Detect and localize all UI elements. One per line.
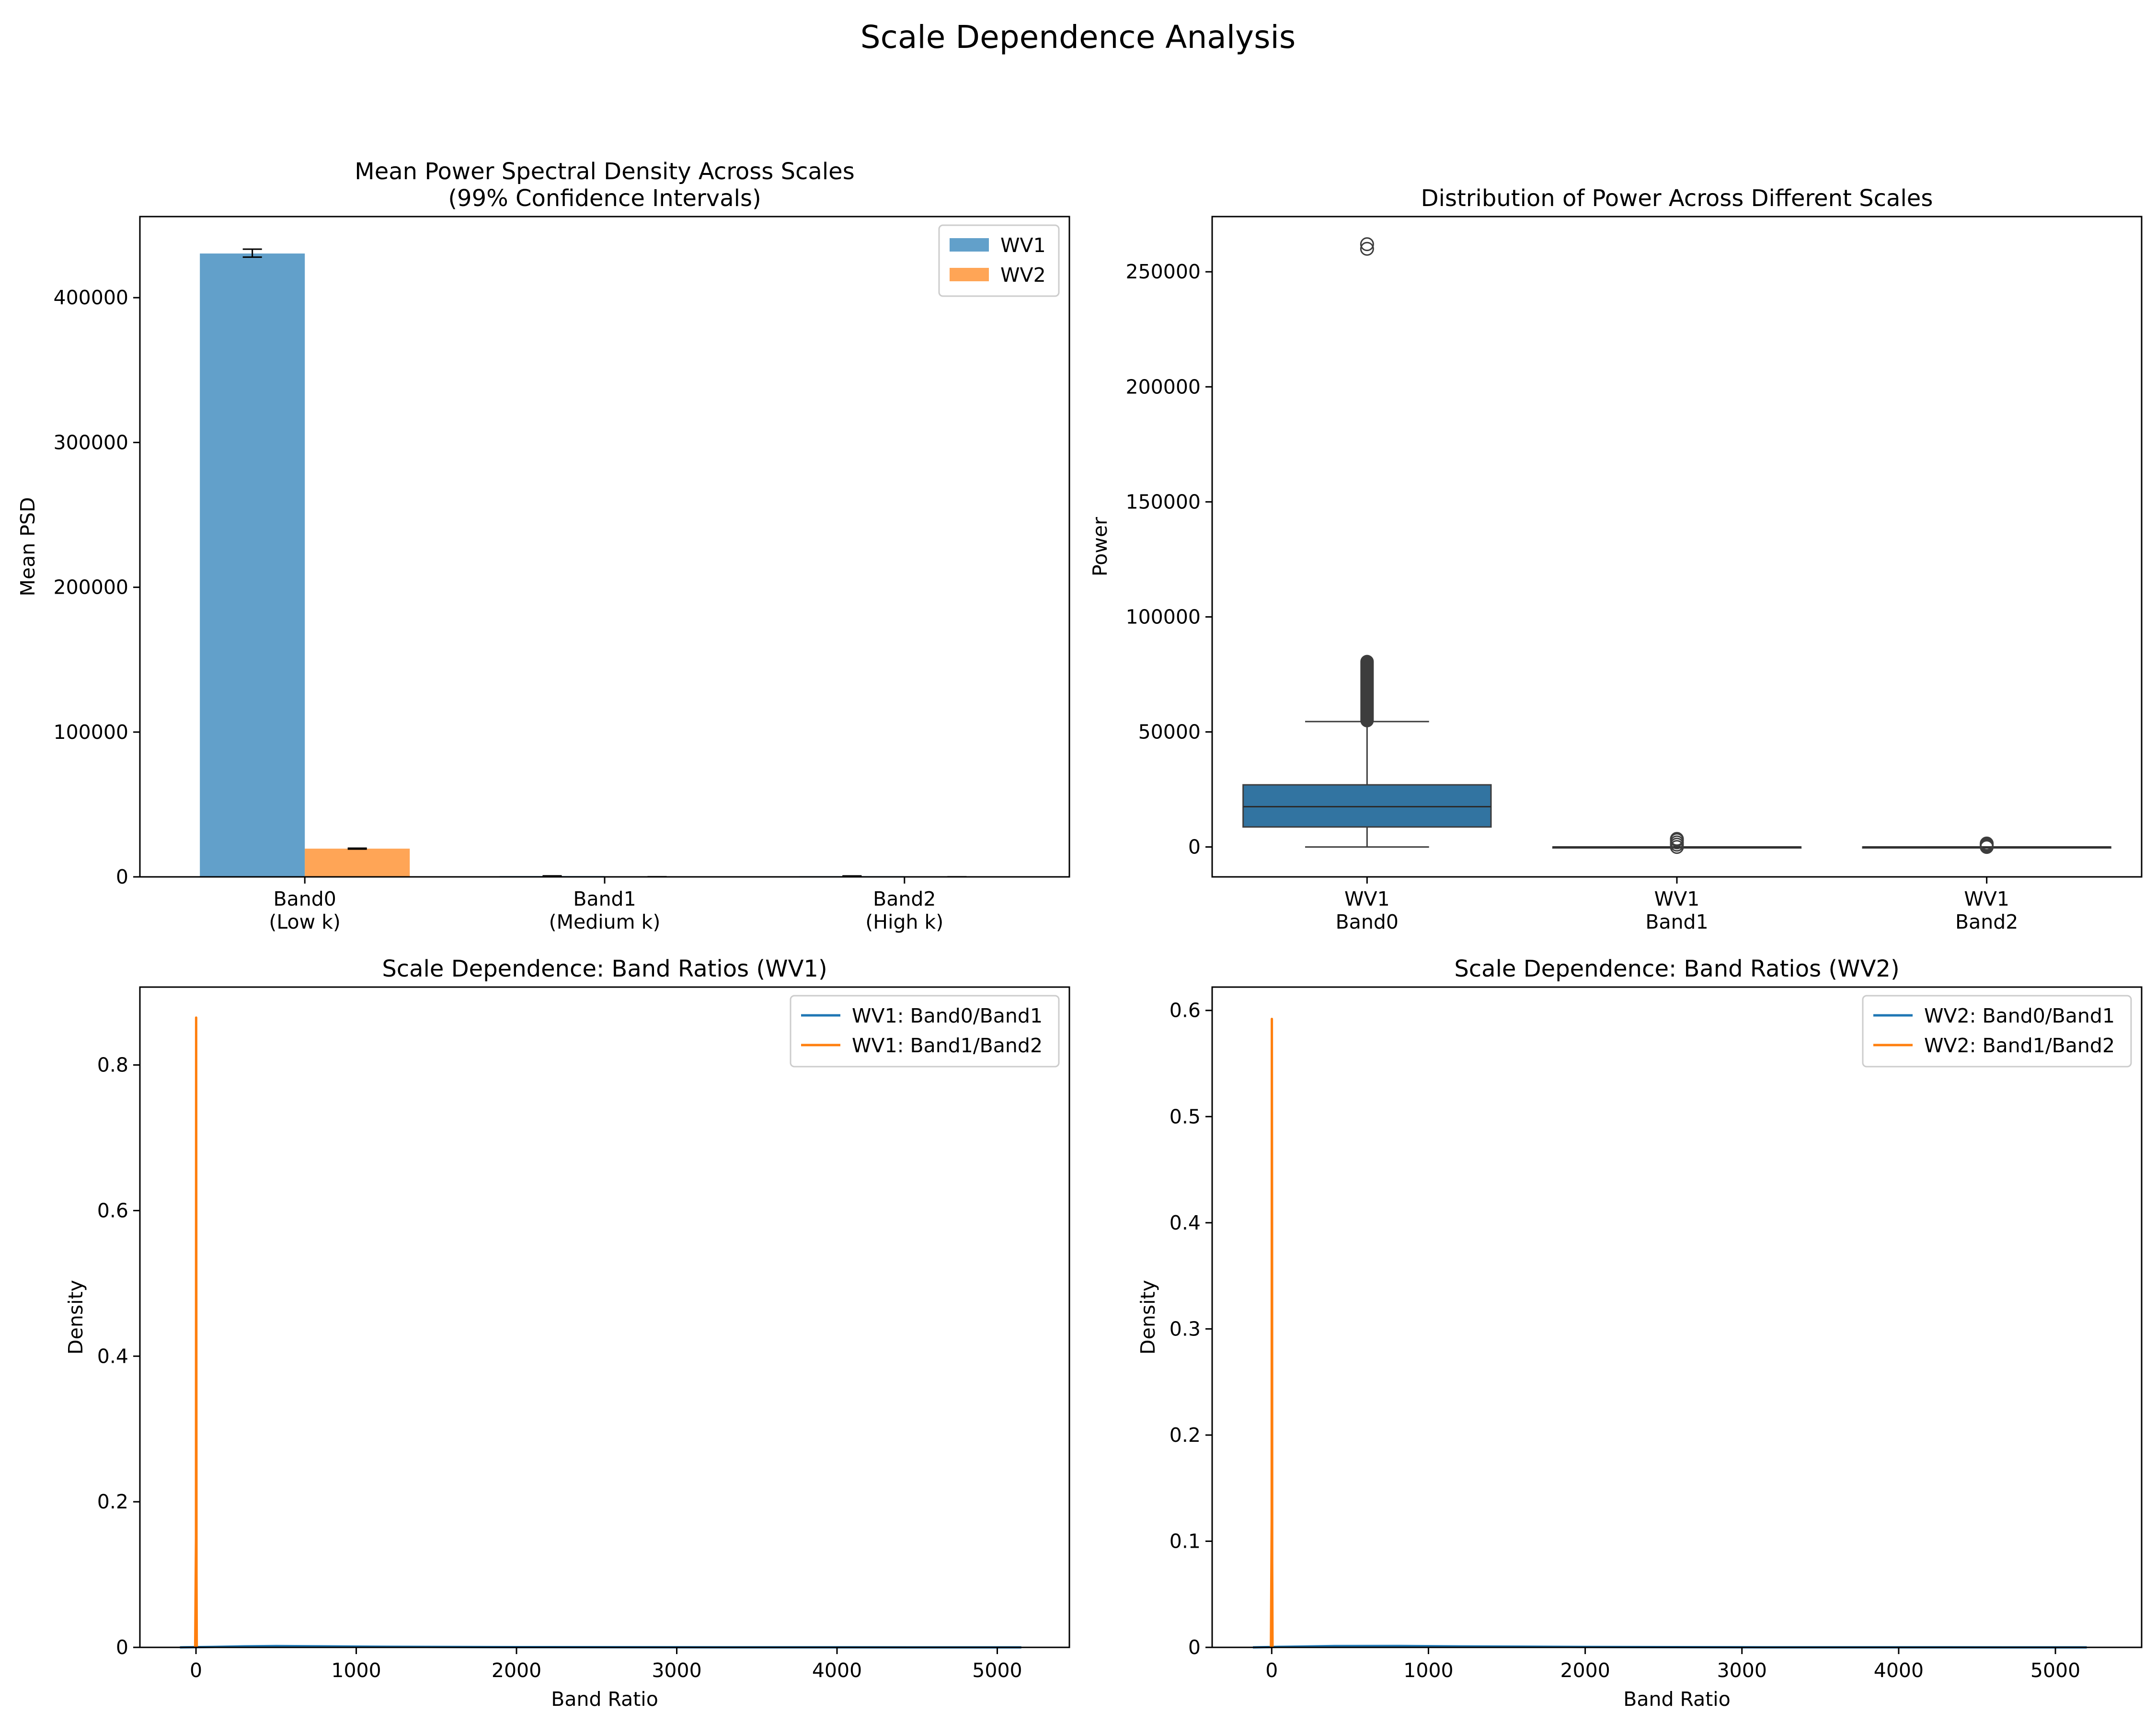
x-tick-label: 0 <box>1265 1659 1278 1682</box>
y-tick-label: 100000 <box>1125 605 1201 628</box>
legend-label: WV1: Band0/Band1 <box>852 1004 1043 1027</box>
mean-psd-bar-panel: 0 100000 200000 300000 400000 Mean PSD Mean Po… <box>16 158 1070 933</box>
outlier-cluster <box>1360 655 1374 727</box>
y-tick-label: 0.8 <box>97 1054 128 1077</box>
axes-frame <box>139 216 1070 878</box>
panel-title: Mean Power Spectral Density Across Scale… <box>355 158 854 185</box>
y-tick-label: 0.2 <box>1170 1424 1201 1447</box>
x-tick-label: 2000 <box>1560 1659 1610 1682</box>
power-boxplot-panel: 0 50000 100000 150000 200000 250000 Power Distr… <box>1089 185 2143 933</box>
x-tick-label: Band2 <box>873 887 936 910</box>
y-axis-label: Mean PSD <box>16 497 39 596</box>
y-tick-label: 0 <box>1188 1636 1201 1659</box>
x-tick-label: Band1 <box>1645 910 1708 933</box>
axes-frame <box>1211 216 2143 878</box>
bar-wv2 <box>305 849 410 877</box>
y-tick-label: 0.1 <box>1170 1530 1201 1552</box>
wv2-ratio-density-panel: 0 0.1 0.2 0.3 0.4 0.5 0.6 Density Band Ratio Scal… <box>1136 955 2143 1711</box>
outlier-point <box>1670 832 1684 846</box>
x-tick-label: 3000 <box>1717 1659 1767 1682</box>
y-tick-label: 0.6 <box>97 1199 128 1222</box>
outlier-point <box>1980 836 1994 851</box>
y-tick-label: 300000 <box>53 431 128 454</box>
outlier-point <box>1360 237 1374 252</box>
box <box>1242 784 1492 828</box>
panel-title: Distribution of Power Across Different S… <box>1421 185 1933 212</box>
axes-frame <box>1211 986 2143 1648</box>
y-tick-label: 200000 <box>53 576 128 599</box>
x-tick-label: WV1 <box>1964 887 2009 910</box>
panel-title: Scale Dependence: Band Ratios (WV1) <box>382 955 827 982</box>
x-tick-label: Band0 <box>1336 910 1399 933</box>
legend-swatch <box>950 268 989 281</box>
y-axis-label: Density <box>64 1280 87 1355</box>
legend-label: WV2: Band1/Band2 <box>1924 1034 2115 1057</box>
x-tick-label: 5000 <box>2030 1659 2080 1682</box>
y-tick-label: 0 <box>116 865 128 888</box>
panel-title: (99% Confidence Intervals) <box>448 185 761 212</box>
y-tick-label: 100000 <box>53 721 128 744</box>
x-tick-label: 4000 <box>812 1659 862 1682</box>
legend-label: WV2 <box>1000 264 1046 287</box>
x-axis-label: Band Ratio <box>551 1688 658 1711</box>
legend-label: WV1 <box>1000 234 1046 257</box>
x-axis-label: Band Ratio <box>1623 1688 1731 1711</box>
x-tick-label: 0 <box>190 1659 202 1682</box>
y-tick-label: 0 <box>1188 836 1201 859</box>
y-axis-label: Density <box>1136 1280 1159 1355</box>
x-tick-label: Band2 <box>1955 910 2018 933</box>
x-tick-label: 5000 <box>972 1659 1022 1682</box>
y-tick-label: 150000 <box>1125 490 1201 513</box>
y-tick-label: 0.4 <box>97 1345 128 1368</box>
legend-label: WV2: Band0/Band1 <box>1924 1004 2115 1027</box>
x-tick-label: 4000 <box>1874 1659 1924 1682</box>
x-tick-label: 1000 <box>1403 1659 1453 1682</box>
outlier-point <box>1360 242 1374 256</box>
x-tick-label: Band0 <box>274 887 336 910</box>
y-tick-label: 200000 <box>1125 375 1201 398</box>
x-tick-label: 3000 <box>652 1659 701 1682</box>
density-line-band1-band2 <box>1270 1018 1274 1648</box>
y-tick-label: 0.5 <box>1170 1105 1201 1128</box>
bar-wv1 <box>200 253 305 877</box>
y-axis-label: Power <box>1089 517 1112 576</box>
x-tick-label: (Medium k) <box>549 910 661 933</box>
figure-title: Scale Dependence Analysis <box>860 19 1296 56</box>
y-tick-label: 400000 <box>53 286 128 309</box>
y-tick-label: 0.3 <box>1170 1317 1201 1340</box>
legend-label: WV1: Band1/Band2 <box>852 1034 1043 1057</box>
legend-box <box>1862 995 2132 1068</box>
y-tick-label: 0.4 <box>1170 1211 1201 1234</box>
y-tick-label: 0.6 <box>1170 999 1201 1022</box>
axes-frame <box>139 986 1070 1648</box>
x-tick-label: (Low k) <box>269 910 341 933</box>
y-tick-label: 250000 <box>1125 260 1201 283</box>
x-tick-label: (High k) <box>865 910 943 933</box>
x-tick-label: WV1 <box>1654 887 1700 910</box>
density-line-band1-band2 <box>194 1016 198 1648</box>
x-tick-label: WV1 <box>1344 887 1390 910</box>
legend-swatch <box>950 238 989 252</box>
y-tick-label: 0 <box>116 1636 128 1659</box>
y-tick-label: 50000 <box>1138 721 1201 744</box>
x-tick-label: Band1 <box>573 887 636 910</box>
panel-title: Scale Dependence: Band Ratios (WV2) <box>1454 955 1899 982</box>
x-tick-label: 1000 <box>331 1659 381 1682</box>
wv1-ratio-density-panel: 0 0.2 0.4 0.6 0.8 Density Band Ratio Scale Depe… <box>64 955 1070 1711</box>
y-tick-label: 0.2 <box>97 1490 128 1513</box>
x-tick-label: 2000 <box>492 1659 541 1682</box>
legend-box <box>790 995 1060 1068</box>
